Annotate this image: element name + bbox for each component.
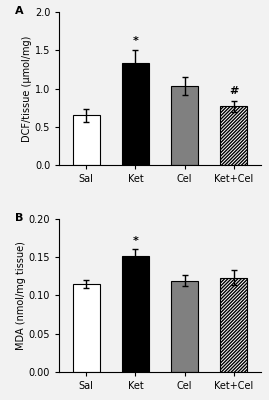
Bar — [73, 116, 100, 165]
Text: A: A — [15, 6, 23, 16]
Text: #: # — [229, 86, 239, 96]
Text: *: * — [133, 236, 138, 246]
Text: B: B — [15, 213, 23, 223]
Y-axis label: MDA (nmol/mg tissue): MDA (nmol/mg tissue) — [16, 241, 26, 350]
Bar — [220, 106, 247, 165]
Bar — [171, 86, 198, 165]
Y-axis label: DCF/tissue (μmol/mg): DCF/tissue (μmol/mg) — [22, 36, 32, 142]
Bar — [122, 256, 149, 372]
Bar — [220, 278, 247, 372]
Bar — [73, 284, 100, 372]
Bar — [122, 62, 149, 165]
Bar — [171, 281, 198, 372]
Text: *: * — [133, 36, 138, 46]
